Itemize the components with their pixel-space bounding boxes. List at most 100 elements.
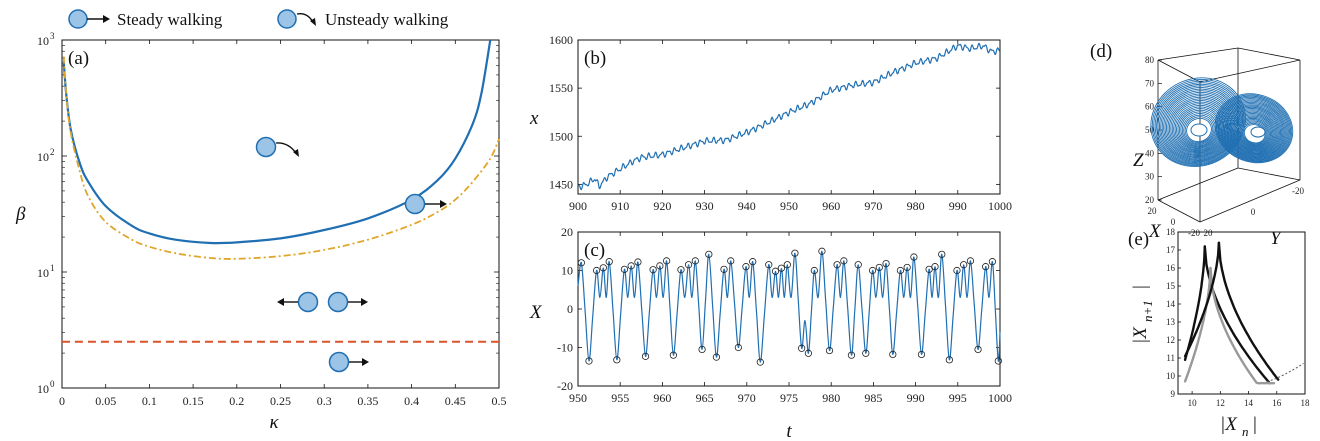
x-tick-label: 1000 — [988, 199, 1012, 213]
extremum-marker — [840, 257, 848, 265]
panel-c-ylabel: X — [529, 302, 543, 323]
x-tick-label: 0 — [1171, 217, 1176, 227]
cube-edge — [1199, 59, 1301, 83]
extremum-marker — [833, 261, 841, 269]
curved-arrow-icon — [275, 142, 297, 154]
return-map-branch — [1183, 241, 1221, 358]
attractor-lobe-left — [1168, 98, 1229, 154]
extremum-marker — [705, 250, 713, 258]
x-tick-label: 940 — [738, 199, 756, 213]
panel-e-xlabel-main: |X — [1220, 414, 1238, 435]
annotation-steady-droplet-lower — [328, 351, 369, 373]
panel-e-xlabel-bar: | — [1252, 414, 1257, 435]
extremum-marker — [910, 253, 918, 261]
extremum-marker — [818, 247, 826, 255]
panel-a-series — [62, 39, 500, 343]
attractor-hole-right — [1250, 126, 1266, 138]
attractor-lobe-left — [1176, 106, 1222, 150]
y-tick-label: 10 — [1166, 371, 1176, 381]
attractor-lobe-left — [1186, 117, 1212, 143]
extremum-marker — [649, 266, 657, 274]
y-tick-label: 12 — [1166, 335, 1175, 345]
attractor-hole-left — [1190, 123, 1208, 137]
x-tick-label: 16 — [1272, 398, 1282, 408]
x-tick-label: 0.1 — [142, 394, 157, 408]
arrowhead-icon — [310, 18, 316, 26]
extremum-marker — [917, 350, 926, 359]
extremum-marker — [903, 263, 911, 272]
x-tick-label: 0.3 — [317, 394, 332, 408]
arrowhead-icon — [293, 149, 299, 157]
cube-edge — [1237, 47, 1301, 61]
panel-c-ticks: 950 955 960 965 970 975 980 985 990 995 1000 -20 -10… — [557, 225, 1012, 405]
extremum-marker — [994, 357, 1002, 365]
attractor-lobe-left — [1183, 114, 1215, 145]
extremum-marker — [599, 264, 607, 272]
attractor-lobe-right — [1226, 105, 1283, 156]
series-X — [577, 250, 1001, 363]
x-tick-label: 990 — [907, 391, 925, 405]
x-tick-label: 0.5 — [492, 394, 507, 408]
extremum-marker — [663, 257, 671, 265]
attractor-lobe-left — [1171, 101, 1226, 153]
x-tick-label: 965 — [696, 391, 714, 405]
y-tick-label: 9 — [1171, 389, 1176, 399]
extremum-marker — [771, 267, 780, 275]
y-tick-label: 10 — [37, 34, 49, 48]
panel-e-ylabel-main: |X — [1130, 326, 1151, 344]
extremum-marker — [698, 345, 706, 354]
extremum-marker — [765, 261, 773, 269]
panel-e-xlabel-sub: n — [1242, 424, 1249, 439]
extremum-marker — [825, 346, 834, 355]
cube-edge — [1157, 167, 1239, 201]
extremum-marker — [684, 261, 693, 269]
panel-e-ylabel: |X n+1 | — [1130, 285, 1155, 344]
panel-c: 950 955 960 965 970 975 980 985 990 995 1000 -20 -10… — [529, 225, 1012, 441]
attractor-lobe-left — [1151, 79, 1245, 166]
cube-edge — [1199, 179, 1301, 223]
panel-d-zlabel: Z — [1133, 150, 1144, 171]
x-tick-label: 910 — [611, 199, 629, 213]
attractor-lobe-right — [1225, 104, 1284, 157]
z-tick-label: 30 — [1145, 172, 1155, 182]
y-tick-label: 0 — [567, 302, 573, 316]
y-tick-label: -10 — [557, 341, 573, 355]
attractor-lobe-left — [1157, 85, 1240, 162]
return-map-branch — [1217, 241, 1280, 381]
y-tick-label: 17 — [1166, 245, 1176, 255]
panel-e: (e) 10 12 14 16 18 9 10 11 12 13 14 15 16 17 18 |X n+1… — [1128, 227, 1310, 439]
extremum-marker — [720, 265, 728, 273]
extremum-marker — [798, 344, 806, 352]
extremum-marker — [960, 261, 968, 269]
y-tick-exponent: 3 — [50, 31, 55, 41]
extremum-marker — [810, 266, 818, 275]
droplet-icon — [255, 136, 277, 158]
x-tick-label: 900 — [569, 199, 587, 213]
extremum-marker — [577, 259, 585, 267]
panel-c-xlabel: t — [786, 421, 792, 441]
extremum-marker — [756, 358, 764, 366]
panel-b: 900 910 920 930 940 950 960 970 980 990 1000 1450 15… — [529, 33, 1012, 213]
x-tick-label: 0.45 — [445, 394, 466, 408]
extremum-marker — [791, 249, 799, 257]
droplet-icon — [68, 9, 88, 29]
y-tick-exponent: 2 — [50, 147, 55, 157]
attractor-lobe-right — [1227, 106, 1281, 155]
x-tick-label: 10 — [1188, 398, 1198, 408]
extremum-marker — [613, 356, 621, 364]
y-tick-label: 15 — [1166, 281, 1176, 291]
extremum-marker — [656, 262, 664, 270]
extremum-marker — [691, 257, 699, 265]
x-tick-label: 985 — [864, 391, 882, 405]
panel-b-frame — [577, 39, 1001, 195]
extremum-marker — [966, 257, 975, 265]
extremum-marker — [982, 263, 990, 271]
x-tick-label: 950 — [569, 391, 587, 405]
extremum-marker — [889, 350, 897, 359]
y-tick-label: 10 — [561, 264, 573, 278]
attractor-lobe-right — [1232, 111, 1277, 152]
y-tick-label: 13 — [1166, 317, 1176, 327]
extremum-marker — [938, 250, 946, 258]
return-map-branch — [1209, 266, 1276, 385]
x-tick-label: 0.05 — [95, 394, 116, 408]
